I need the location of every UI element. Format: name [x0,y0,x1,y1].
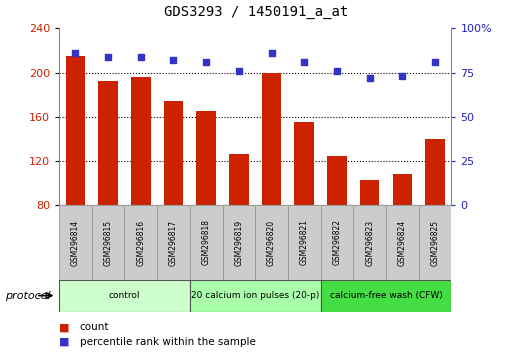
Bar [294,122,314,205]
Bar [262,73,281,205]
Text: count: count [80,322,109,332]
Text: calcium-free wash (CFW): calcium-free wash (CFW) [330,291,442,300]
Point [398,73,406,79]
Text: GSM296825: GSM296825 [430,219,440,266]
Text: GSM296823: GSM296823 [365,219,374,266]
Point [136,54,145,59]
Text: ■: ■ [59,337,69,347]
Text: GSM296814: GSM296814 [71,219,80,266]
Bar [98,81,118,205]
Bar [59,205,92,280]
Point [202,59,210,65]
Bar [157,205,190,280]
Bar [190,280,321,312]
Text: GSM296824: GSM296824 [398,219,407,266]
Text: 20 calcium ion pulses (20-p): 20 calcium ion pulses (20-p) [191,291,320,300]
Text: GSM296816: GSM296816 [136,219,145,266]
Bar [327,155,347,205]
Text: GSM296815: GSM296815 [104,219,112,266]
Point [104,54,112,59]
Text: GDS3293 / 1450191_a_at: GDS3293 / 1450191_a_at [164,5,349,19]
Bar [386,205,419,280]
Bar [190,205,223,280]
Point [431,59,439,65]
Bar [59,280,190,312]
Point [267,50,275,56]
Text: protocol: protocol [5,291,51,301]
Text: GSM296820: GSM296820 [267,219,276,266]
Point [71,50,80,56]
Point [235,68,243,74]
Text: control: control [109,291,140,300]
Bar [124,205,157,280]
Point [169,57,177,63]
Bar [392,175,412,205]
Bar [92,205,125,280]
Bar [288,205,321,280]
Point [300,59,308,65]
Text: ■: ■ [59,322,69,332]
Text: GSM296821: GSM296821 [300,219,309,266]
Text: GSM296819: GSM296819 [234,219,243,266]
Point [333,68,341,74]
Text: GSM296818: GSM296818 [202,219,211,266]
Bar [131,77,150,205]
Bar [419,205,451,280]
Bar [321,205,353,280]
Bar [223,205,255,280]
Bar [321,280,451,312]
Text: GSM296817: GSM296817 [169,219,178,266]
Bar [66,56,85,205]
Bar [255,205,288,280]
Bar [164,101,183,205]
Bar [229,154,249,205]
Bar [353,205,386,280]
Bar [360,180,380,205]
Text: percentile rank within the sample: percentile rank within the sample [80,337,255,347]
Bar [425,139,445,205]
Text: GSM296822: GSM296822 [332,219,342,266]
Bar [196,111,216,205]
Point [366,75,374,81]
